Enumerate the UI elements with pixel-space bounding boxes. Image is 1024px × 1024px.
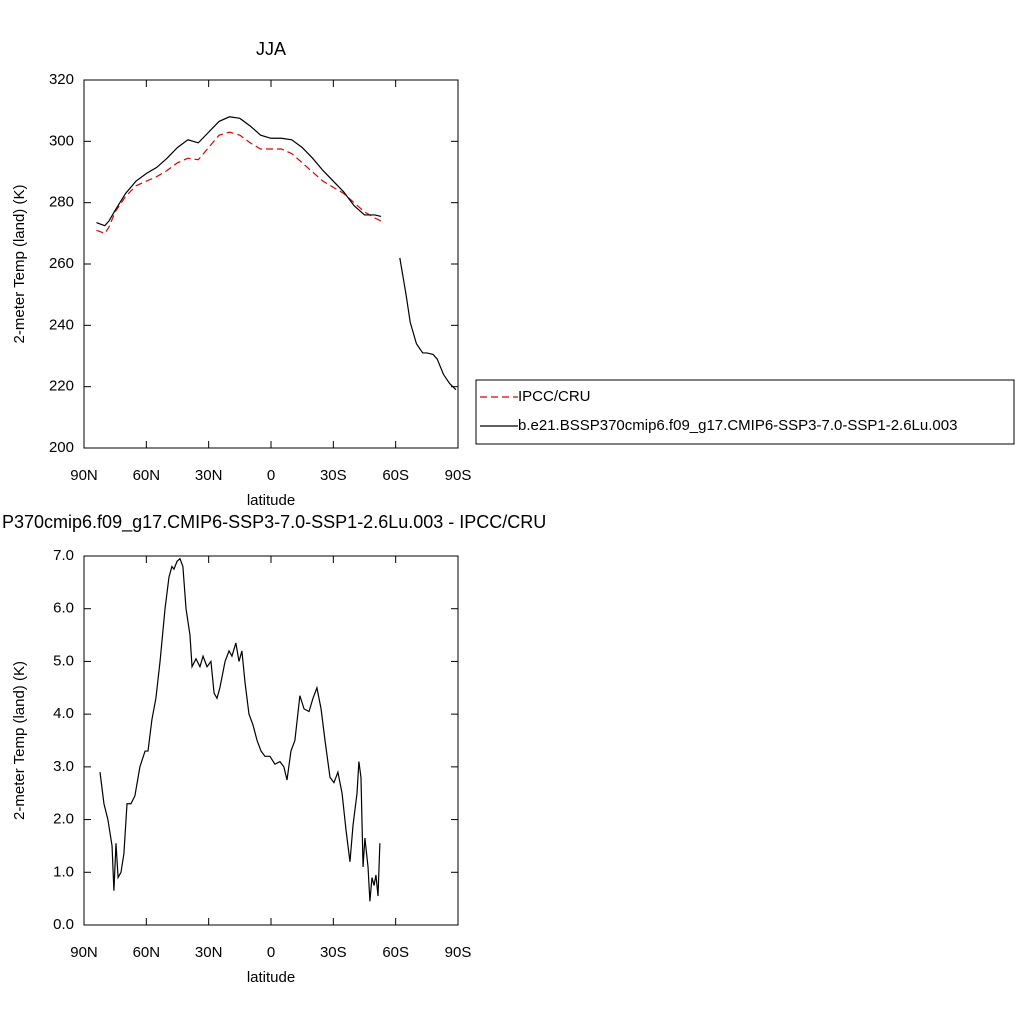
y-tick-label: 5.0 — [53, 652, 74, 669]
chart-title: P370cmip6.f09_g17.CMIP6-SSP3-7.0-SSP1-2.… — [2, 512, 546, 533]
y-tick-label: 0.0 — [53, 916, 74, 933]
x-axis-label: latitude — [247, 969, 295, 986]
chart-title: JJA — [256, 39, 286, 59]
y-tick-label: 320 — [49, 71, 74, 88]
x-tick-label: 0 — [267, 467, 275, 484]
y-axis-label: 2-meter Temp (land) (K) — [11, 661, 28, 820]
x-tick-label: 60N — [133, 467, 161, 484]
x-axis-label: latitude — [247, 492, 295, 509]
x-tick-label: 30S — [320, 944, 347, 961]
y-tick-label: 6.0 — [53, 600, 74, 617]
x-tick-label: 30S — [320, 467, 347, 484]
x-tick-label: 60S — [382, 944, 409, 961]
y-tick-label: 2.0 — [53, 811, 74, 828]
y-tick-label: 300 — [49, 132, 74, 149]
x-tick-label: 30N — [195, 467, 223, 484]
x-tick-label: 0 — [267, 944, 275, 961]
y-tick-label: 3.0 — [53, 758, 74, 775]
x-tick-label: 30N — [195, 944, 223, 961]
y-tick-label: 240 — [49, 316, 74, 333]
data-line — [96, 131, 382, 235]
data-line — [99, 557, 381, 902]
y-tick-label: 200 — [49, 439, 74, 456]
y-tick-label: 7.0 — [53, 547, 74, 564]
y-tick-label: 280 — [49, 194, 74, 211]
y-tick-label: 1.0 — [53, 863, 74, 880]
x-tick-label: 60S — [382, 467, 409, 484]
legend-label: b.e21.BSSP370cmip6.f09_g17.CMIP6-SSP3-7.… — [518, 417, 957, 434]
plot-frame — [83, 79, 459, 449]
x-tick-label: 90S — [445, 467, 472, 484]
plot-frame — [83, 555, 459, 926]
y-tick-label: 220 — [49, 378, 74, 395]
legend-label: IPCC/CRU — [518, 388, 591, 405]
legend-box — [475, 379, 1015, 445]
data-line — [96, 116, 457, 391]
y-axis-label: 2-meter Temp (land) (K) — [11, 185, 28, 344]
x-tick-label: 90S — [445, 944, 472, 961]
x-tick-label: 90N — [70, 467, 98, 484]
y-tick-label: 260 — [49, 255, 74, 272]
y-tick-label: 4.0 — [53, 705, 74, 722]
x-tick-label: 60N — [133, 944, 161, 961]
x-tick-label: 90N — [70, 944, 98, 961]
